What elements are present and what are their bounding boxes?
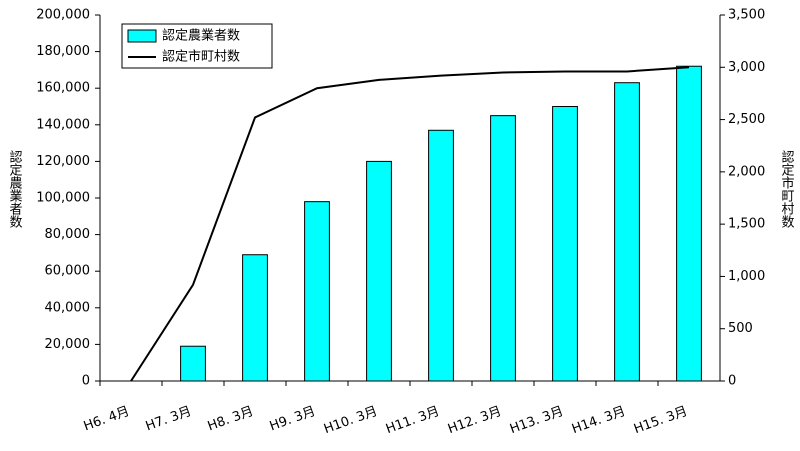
y-axis-title: 認定農業者数 bbox=[7, 149, 23, 228]
y2-axis-title: 認定市町村数 bbox=[779, 149, 795, 228]
x-tick-label: H11. 3月 bbox=[384, 404, 442, 437]
y2-tick-label: 2,500 bbox=[728, 112, 765, 127]
y-tick-label: 60,000 bbox=[45, 264, 91, 279]
y-tick-label: 100,000 bbox=[36, 191, 90, 206]
x-tick-label: H6. 4月 bbox=[82, 404, 132, 434]
bar bbox=[552, 106, 578, 382]
y-tick-label: 180,000 bbox=[36, 44, 90, 59]
legend-label: 認定農業者数 bbox=[162, 28, 240, 44]
x-tick-label: H7. 3月 bbox=[144, 404, 194, 434]
y-tick-label: 40,000 bbox=[45, 300, 91, 315]
y2-tick-label: 2,000 bbox=[728, 164, 765, 179]
y2-tick-label: 0 bbox=[728, 374, 736, 389]
bar bbox=[428, 129, 454, 382]
legend-swatch bbox=[127, 29, 157, 43]
y-tick-label: 200,000 bbox=[36, 8, 90, 23]
y-tick-label: 120,000 bbox=[36, 154, 90, 169]
x-tick-label: H15. 3月 bbox=[632, 404, 690, 437]
y2-tick-label: 1,000 bbox=[728, 269, 765, 284]
y2-tick-label: 3,500 bbox=[728, 8, 765, 23]
bar bbox=[304, 201, 330, 382]
bar bbox=[366, 160, 392, 382]
bar bbox=[614, 82, 640, 382]
x-tick-label: H8. 3月 bbox=[206, 404, 256, 434]
bar bbox=[180, 345, 206, 382]
y-tick-label: 80,000 bbox=[45, 227, 91, 242]
legend-label: 認定市町村数 bbox=[162, 49, 240, 65]
bar bbox=[676, 65, 702, 382]
x-tick-label: H13. 3月 bbox=[508, 404, 566, 437]
y2-tick-label: 1,500 bbox=[728, 217, 765, 232]
x-tick-label: H12. 3月 bbox=[446, 404, 504, 437]
bar bbox=[242, 254, 268, 382]
line bbox=[130, 66, 690, 382]
y2-tick-label: 3,000 bbox=[728, 60, 765, 75]
x-tick-label: H14. 3月 bbox=[570, 404, 628, 437]
x-tick-label: H10. 3月 bbox=[322, 404, 380, 437]
bar bbox=[490, 115, 516, 382]
y2-tick-label: 500 bbox=[728, 321, 753, 336]
y-tick-label: 160,000 bbox=[36, 81, 90, 96]
y-tick-label: 20,000 bbox=[45, 337, 91, 352]
y-tick-label: 140,000 bbox=[36, 117, 90, 132]
y-tick-label: 0 bbox=[82, 374, 90, 389]
x-tick-label: H9. 3月 bbox=[268, 404, 318, 434]
